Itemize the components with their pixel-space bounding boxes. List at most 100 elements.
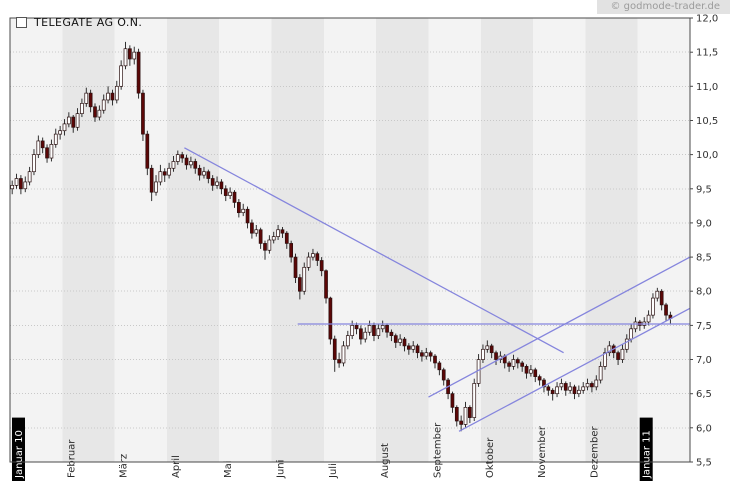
candle-body	[402, 338, 407, 347]
candle-body	[651, 297, 655, 316]
descending-resistance-line[interactable]	[184, 147, 564, 354]
trendlines	[184, 147, 691, 432]
candle-body	[62, 123, 67, 132]
candle-body	[415, 345, 420, 354]
candle-body	[594, 379, 599, 388]
y-axis-label: 6,0	[696, 423, 712, 434]
candle-body	[193, 161, 198, 169]
candle-body	[585, 383, 590, 388]
candle-body	[267, 239, 272, 251]
candle-body	[489, 345, 494, 354]
month-label-badge	[12, 417, 25, 481]
candle-body	[75, 113, 80, 128]
candle-body	[433, 355, 437, 364]
candle-body	[468, 407, 472, 418]
candle-body	[616, 352, 620, 360]
ascending-channel-upper-line[interactable]	[428, 256, 691, 398]
candle-body	[367, 325, 372, 333]
candle-body	[80, 103, 84, 114]
candle-body	[542, 379, 546, 388]
month-band	[376, 18, 429, 462]
candle-body	[568, 386, 572, 391]
x-axis-label: Januar 11	[642, 430, 653, 479]
candle-body	[494, 352, 498, 360]
candle-body	[180, 154, 185, 159]
ascending-channel-lower-line[interactable]	[458, 307, 691, 432]
candle-body	[263, 243, 267, 251]
y-axis-label: 7,5	[696, 321, 712, 332]
candle-body	[311, 253, 315, 258]
candle-body	[84, 92, 89, 104]
candle-body	[319, 260, 324, 272]
candle-body	[354, 325, 359, 330]
y-axis-label: 9,5	[696, 184, 712, 195]
candle-body	[66, 116, 71, 125]
candle-body	[202, 171, 206, 176]
month-band	[219, 18, 272, 462]
y-axis-label: 11,0	[696, 82, 718, 93]
x-axis-label: Dezember	[589, 426, 600, 478]
candle-body	[546, 386, 551, 391]
y-axis-label: 8,5	[696, 253, 712, 264]
candle-body	[189, 161, 193, 166]
candle-body	[463, 407, 468, 425]
month-band	[166, 18, 220, 462]
candle-body	[515, 359, 520, 364]
month-band	[533, 18, 586, 462]
candle-body	[88, 92, 93, 108]
candle-body	[507, 362, 511, 367]
candle-body	[154, 181, 158, 193]
watermark: © godmode-trader.de	[596, 0, 730, 14]
candle-body	[537, 376, 542, 381]
candle-body	[106, 92, 110, 101]
candle-body	[298, 277, 302, 292]
month-band	[480, 18, 534, 462]
candle-body	[123, 48, 128, 67]
month-band	[271, 18, 324, 462]
candle-body	[23, 181, 28, 190]
series-checkbox[interactable]	[16, 17, 27, 28]
candle-body	[337, 359, 341, 364]
month-bands	[10, 18, 690, 462]
candle-body	[110, 92, 115, 101]
x-axis-label: Januar 10	[14, 430, 25, 479]
candle-body	[53, 133, 58, 145]
y-axis-label: 8,0	[696, 287, 712, 298]
candle-body	[215, 181, 219, 186]
candle-body	[437, 362, 442, 371]
candle-body	[237, 202, 241, 214]
candle-body	[420, 352, 424, 357]
candle-body	[385, 325, 389, 333]
month-band	[323, 18, 377, 462]
candle-body	[97, 109, 102, 118]
candle-body	[576, 389, 581, 395]
candle-body	[158, 171, 163, 183]
candle-body	[280, 229, 285, 234]
candle-body	[27, 171, 32, 183]
y-axis-label: 12,0	[696, 14, 718, 25]
candle-body	[441, 369, 446, 381]
candle-body	[136, 51, 141, 94]
candle-body	[19, 178, 23, 190]
month-band	[585, 18, 638, 462]
candle-body	[250, 222, 254, 234]
x-axis-label: April	[171, 455, 182, 478]
month-band	[62, 18, 115, 462]
candle-body	[572, 386, 577, 395]
candle-body	[555, 386, 559, 395]
candle-body	[398, 338, 402, 343]
candle-body	[598, 366, 603, 381]
candle-body	[119, 65, 124, 87]
candle-body	[184, 157, 189, 166]
x-axis-label: Oktober	[485, 437, 496, 478]
candle-body	[620, 348, 625, 360]
candle-body	[228, 191, 232, 196]
candle-body	[529, 369, 533, 374]
candle-body	[245, 208, 250, 224]
candle-body	[149, 167, 154, 193]
candle-body	[389, 331, 394, 336]
candle-body	[481, 348, 485, 360]
candle-body	[424, 352, 429, 357]
candle-body	[393, 335, 398, 343]
